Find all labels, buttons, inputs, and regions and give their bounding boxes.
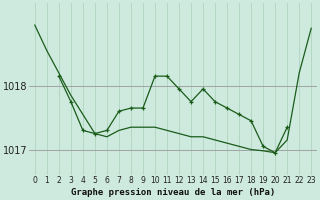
X-axis label: Graphe pression niveau de la mer (hPa): Graphe pression niveau de la mer (hPa) [71,188,275,197]
